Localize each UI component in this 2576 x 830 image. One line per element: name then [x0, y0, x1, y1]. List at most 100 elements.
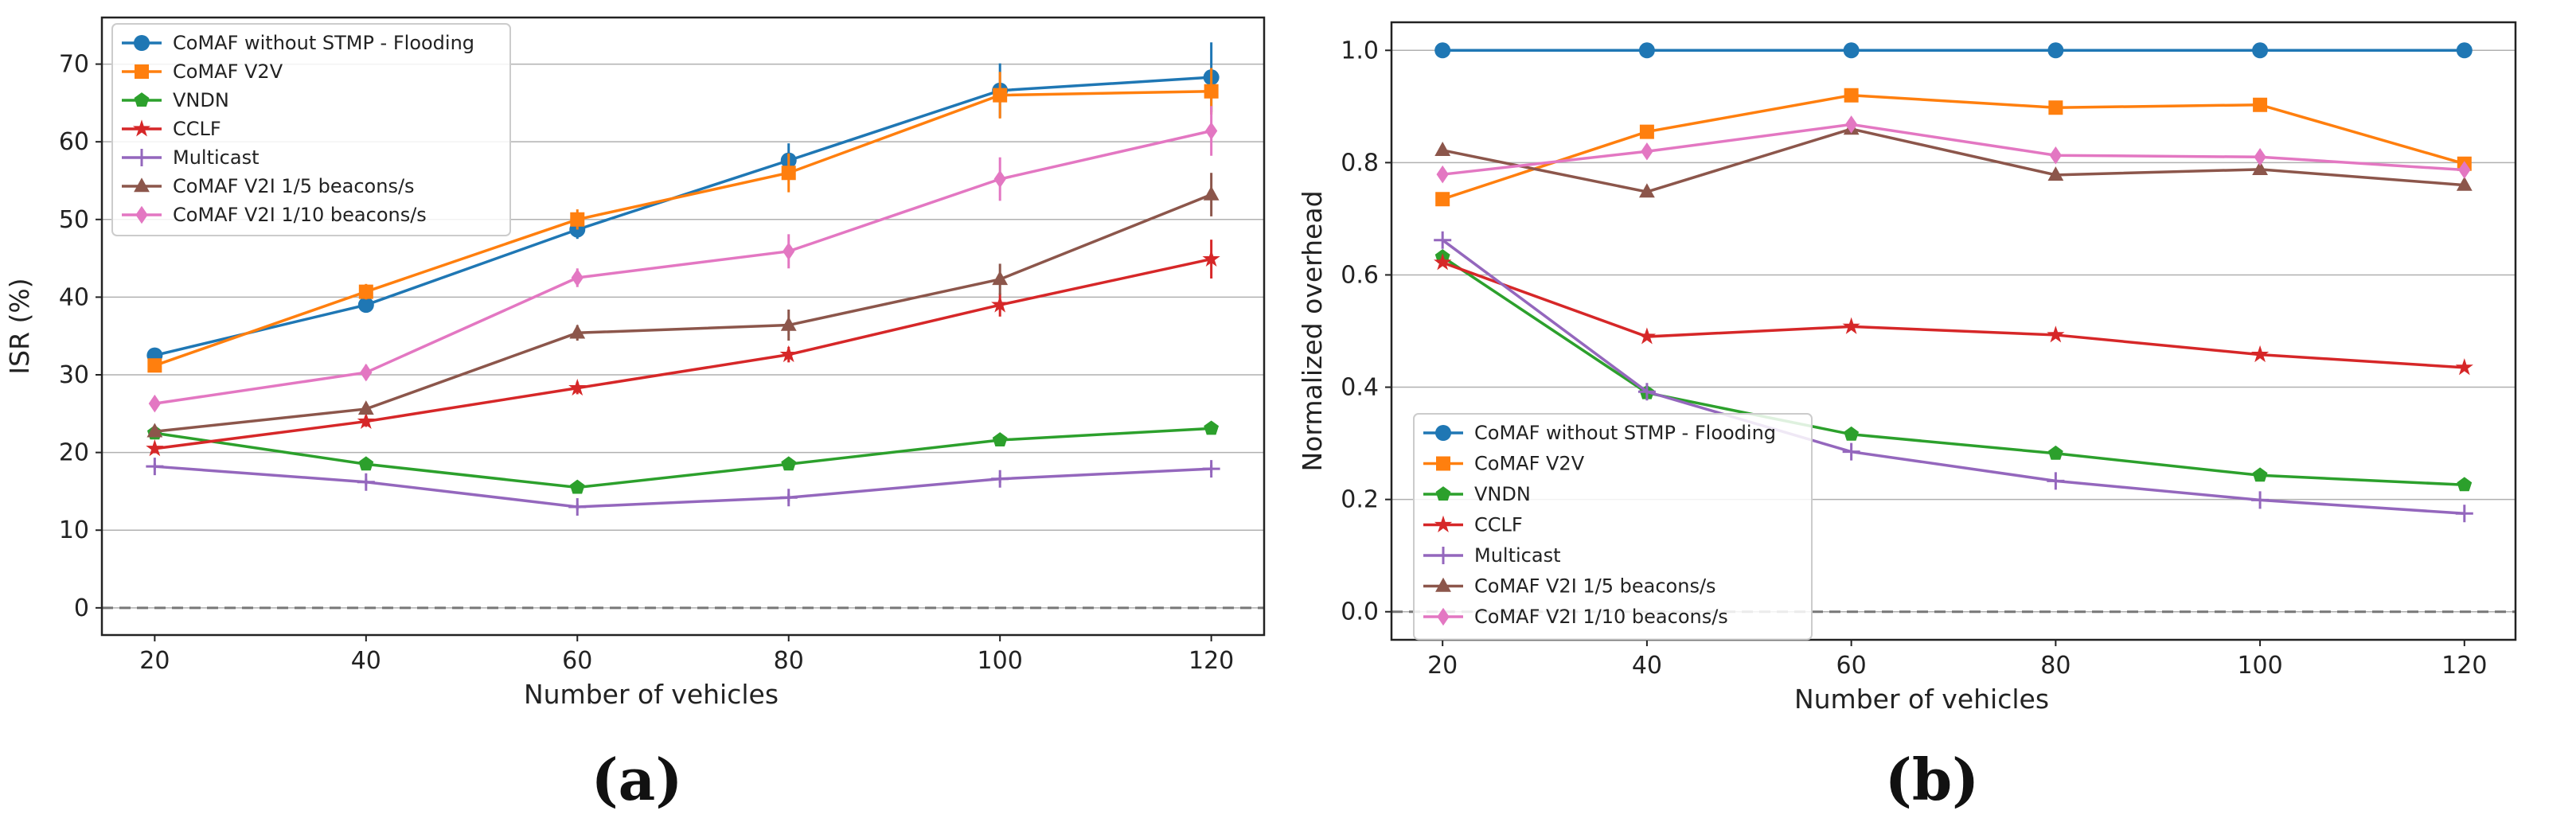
data-point — [992, 271, 1009, 286]
data-point — [2047, 445, 2063, 460]
data-point — [1639, 124, 1654, 139]
panel-label: (a) — [591, 746, 683, 813]
series-comaf-v2i-1-10-beacons-s — [148, 106, 1218, 413]
data-point — [2254, 148, 2266, 166]
data-point — [360, 363, 373, 382]
data-point — [991, 295, 1009, 313]
data-point — [148, 394, 162, 413]
data-point — [357, 297, 374, 314]
legend-marker — [134, 35, 150, 51]
series-line — [1442, 239, 2465, 516]
data-point — [569, 479, 585, 494]
series-cclf — [1434, 253, 2473, 376]
legend-label: CCLF — [1474, 514, 1523, 536]
data-point — [1434, 253, 1452, 271]
data-point — [1844, 115, 1858, 134]
series-line — [154, 257, 1212, 450]
legend-marker — [1435, 577, 1451, 592]
y-tick-label: 0.6 — [1341, 261, 1379, 289]
data-point — [1202, 249, 1220, 267]
data-point — [2048, 100, 2063, 115]
legend: CoMAF without STMP - Flooding CoMAF V2V VN… — [111, 23, 511, 236]
legend-label: VNDN — [173, 89, 229, 111]
data-point — [1842, 442, 1860, 461]
legend-marker — [134, 92, 150, 107]
x-tick-label: 100 — [2237, 652, 2282, 680]
data-point — [2455, 505, 2473, 523]
data-point — [147, 358, 162, 373]
data-point — [1204, 84, 1219, 99]
data-point — [2252, 161, 2268, 176]
data-point — [1435, 192, 1450, 207]
data-point — [781, 166, 796, 181]
legend-marker — [1437, 607, 1450, 626]
y-tick-label: 30 — [59, 361, 89, 389]
series-multicast — [1434, 231, 2473, 523]
y-tick-label: 70 — [59, 51, 89, 79]
x-tick-label: 100 — [978, 647, 1023, 675]
y-tick-label: 0.4 — [1341, 374, 1379, 402]
data-point — [357, 411, 375, 430]
y-tick-label: 10 — [59, 516, 89, 544]
data-point — [358, 284, 373, 299]
legend-marker — [135, 64, 149, 79]
series-line — [1442, 93, 2465, 201]
data-point — [992, 432, 1008, 447]
series-line — [154, 427, 1212, 489]
legend: CoMAF without STMP - Flooding CoMAF V2V VN… — [1413, 413, 1813, 641]
data-point — [2456, 176, 2473, 191]
legend-label: CoMAF without STMP - Flooding — [173, 32, 474, 54]
plot-frame — [1390, 21, 2517, 641]
series-line — [154, 129, 1212, 405]
data-point — [2251, 491, 2270, 509]
data-point — [1434, 231, 1452, 249]
data-point — [2252, 42, 2269, 59]
series-vndn — [146, 420, 1220, 494]
y-axis-label: ISR (%) — [4, 278, 35, 374]
legend-marker — [132, 119, 151, 137]
series-line — [1442, 127, 2465, 193]
data-point — [1434, 42, 1451, 59]
data-point — [2047, 472, 2065, 490]
legend-label: CoMAF V2I 1/10 beacons/s — [173, 204, 427, 226]
chart-b: 0.0 0.2 0.4 0.6 0.8 1.0 20 40 60 80 100 120 Number o… — [1297, 21, 2517, 813]
legend-marker — [1434, 515, 1453, 532]
data-point — [1638, 42, 1655, 59]
x-tick-label: 20 — [1427, 652, 1458, 680]
data-point — [2253, 97, 2268, 112]
series-comaf-without-stmp-flooding — [1434, 42, 2473, 59]
series-line — [1442, 255, 2465, 487]
y-tick-label: 0.8 — [1341, 149, 1379, 177]
data-point — [1203, 185, 1220, 201]
data-point — [2047, 166, 2064, 181]
series-line — [1442, 123, 2465, 176]
y-tick-label: 0.2 — [1341, 486, 1379, 514]
y-tick-label: 60 — [59, 128, 89, 156]
series-multicast — [146, 458, 1220, 516]
legend-label: CoMAF V2V — [1474, 453, 1585, 475]
chart-a: 0 10 20 30 40 50 60 70 20 40 60 80 100 120 Number of v… — [4, 16, 1266, 813]
data-point — [1434, 142, 1451, 157]
data-point — [2047, 325, 2065, 343]
x-tick-label: 20 — [139, 647, 170, 675]
x-tick-label: 60 — [562, 647, 592, 675]
data-point — [2457, 477, 2473, 492]
data-point — [146, 458, 164, 476]
data-point — [779, 489, 798, 507]
legend-box — [111, 23, 511, 236]
legend-marker — [135, 205, 148, 224]
legend-label: CoMAF V2I 1/5 beacons/s — [173, 175, 415, 197]
legend-marker — [1434, 547, 1452, 564]
data-point — [2455, 358, 2473, 376]
x-tick-label: 120 — [1188, 647, 1234, 675]
y-axis-label: Normalized overhead — [1297, 190, 1328, 471]
series-comaf-v2i-1-5-beacons-s — [146, 173, 1220, 438]
x-axis-label: Number of vehicles — [524, 679, 779, 710]
x-tick-label: 80 — [2040, 652, 2071, 680]
data-point — [570, 212, 585, 227]
data-point — [357, 400, 374, 415]
data-point — [146, 423, 163, 438]
x-axis-label: Number of vehicles — [1794, 684, 2049, 715]
series-vndn — [1434, 248, 2473, 492]
